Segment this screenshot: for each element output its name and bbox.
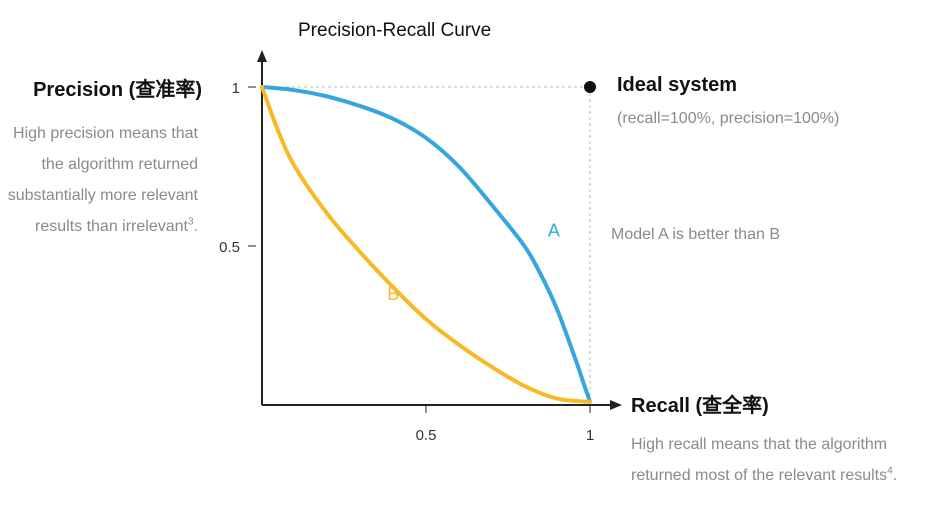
ideal-system-sublabel: (recall=100%, precision=100%): [617, 110, 840, 127]
ideal-point-marker: [584, 81, 596, 93]
x-axis-label: Recall (查全率): [631, 395, 769, 417]
series-line-a: [260, 85, 592, 404]
y-axis-arrow: [257, 50, 267, 62]
recall-footnote-ref: 4: [887, 465, 893, 477]
recall-description: High recall means that the algorithm ret…: [631, 429, 926, 491]
recall-description-end: .: [892, 467, 898, 484]
x-axis-arrow: [610, 400, 622, 410]
ideal-system-label: Ideal system: [617, 74, 738, 96]
x-tick-label: 1: [586, 427, 594, 444]
precision-description-text: High precision means that the algorithm …: [7, 125, 198, 235]
precision-footnote-ref: 3: [187, 216, 194, 228]
y-tick-label: 1: [232, 80, 240, 97]
x-tick-label: 0.5: [416, 427, 437, 444]
chart-title: Precision-Recall Curve: [298, 20, 492, 41]
series-line-b: [260, 85, 592, 404]
comparison-note: Model A is better than B: [611, 226, 780, 243]
y-axis-label: Precision (查准率): [33, 79, 202, 101]
series-label-a: A: [548, 220, 560, 240]
precision-description: High precision means that the algorithm …: [0, 118, 198, 242]
y-tick-label: 0.5: [219, 239, 240, 256]
recall-description-text: High recall means that the algorithm ret…: [631, 436, 888, 484]
series-label-b: B: [387, 284, 399, 304]
precision-description-end: .: [193, 218, 198, 235]
